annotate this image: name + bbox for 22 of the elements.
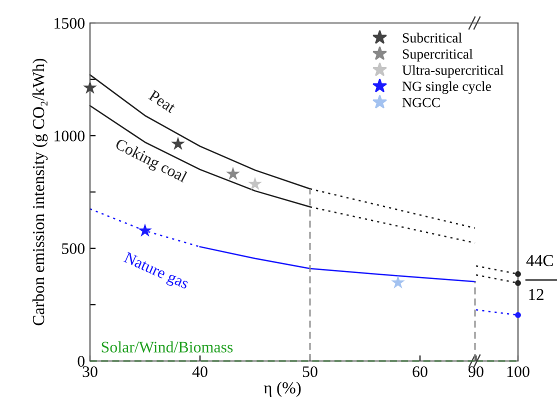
- legend-label: Supercritical: [402, 48, 473, 62]
- y-tick-label: 1000: [54, 130, 85, 142]
- y-tick-label: 0: [78, 356, 85, 367]
- x-tick-label: 90: [468, 366, 484, 378]
- legend-label: Subcritical: [402, 32, 462, 43]
- text: Peat: [148, 90, 177, 114]
- y-axis-title: Carbon emission intensity (g CO₂/kWh): [32, 58, 48, 326]
- y-tick-label: 1500: [54, 18, 85, 29]
- x-tick-label: 100: [507, 366, 530, 378]
- x-tick-label: 40: [192, 366, 208, 378]
- y-tick-label: 500: [62, 243, 85, 254]
- legend-label: NGCC: [402, 98, 440, 108]
- legend-label: Ultra-supercritical: [402, 65, 504, 78]
- text: Nature gas: [122, 252, 190, 292]
- text: 44C: [526, 254, 553, 266]
- x-axis-title: η (%): [264, 382, 301, 397]
- x-tick-label: 50: [302, 366, 318, 378]
- legend-label: NG single cycle: [402, 81, 491, 94]
- x-tick-label: 30: [82, 366, 98, 378]
- x-tick-label: 60: [412, 366, 428, 378]
- text: 12: [529, 288, 544, 300]
- series-label: Solar/Wind/Biomass: [102, 341, 233, 353]
